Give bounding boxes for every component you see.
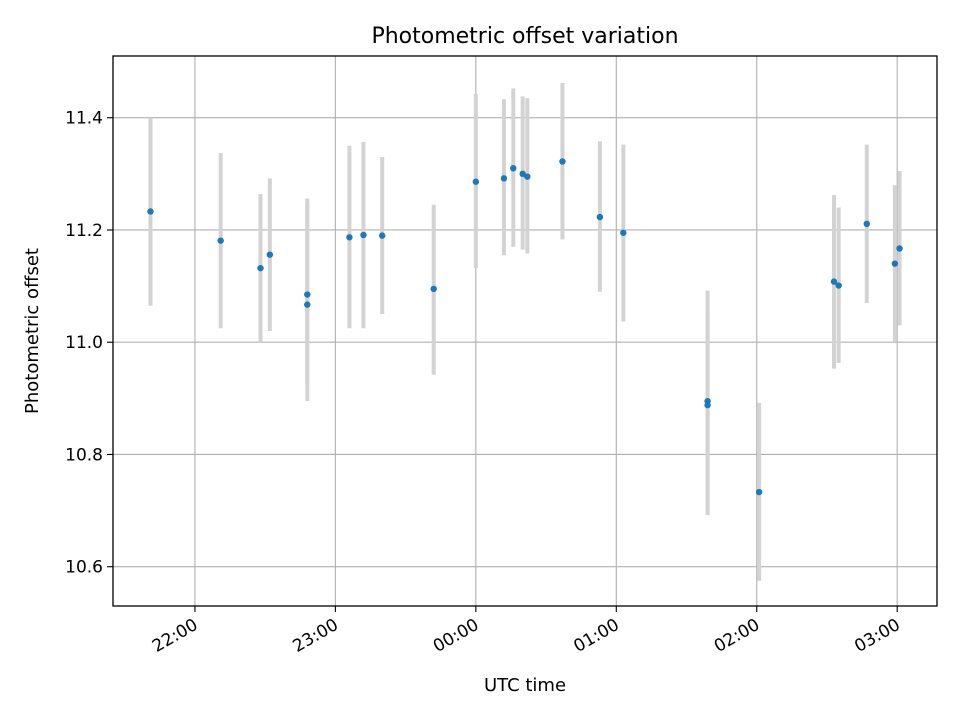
data-point: [559, 158, 566, 165]
data-point: [379, 232, 386, 239]
y-axis-title: Photometric offset: [22, 248, 43, 414]
data-point: [524, 173, 531, 180]
data-point: [266, 251, 274, 258]
plot-area-frame: [112, 55, 938, 607]
data-point: [346, 234, 353, 241]
point-layer: [147, 158, 903, 496]
data-point: [472, 178, 480, 185]
data-point: [510, 165, 517, 172]
data-point: [360, 231, 367, 239]
data-point: [596, 213, 604, 221]
data-point: [217, 237, 224, 244]
data-point: [863, 220, 870, 228]
data-point: [835, 282, 842, 289]
y-tick-label: 10.6: [65, 558, 103, 578]
data-point: [519, 170, 526, 178]
data-point: [891, 260, 899, 267]
data-point: [755, 488, 763, 496]
data-point: [257, 264, 264, 272]
data-point: [896, 245, 903, 252]
data-point: [830, 278, 838, 285]
data-point: [500, 175, 508, 182]
data-point: [620, 229, 627, 236]
y-tick-label: 11.2: [65, 221, 103, 241]
y-tick-label: 10.8: [65, 445, 103, 465]
y-tick-label: 11.0: [65, 333, 103, 353]
data-point: [430, 285, 437, 293]
y-axis: 10.6 10.8 11.0 11.2 11.4: [65, 109, 113, 578]
data-point: [704, 401, 711, 409]
y-tick-label: 11.4: [65, 109, 103, 129]
chart-title: Photometric offset variation: [371, 24, 678, 49]
data-point: [304, 301, 311, 308]
x-axis-title: UTC time: [484, 675, 566, 696]
data-point: [304, 291, 311, 298]
data-point: [147, 208, 154, 215]
